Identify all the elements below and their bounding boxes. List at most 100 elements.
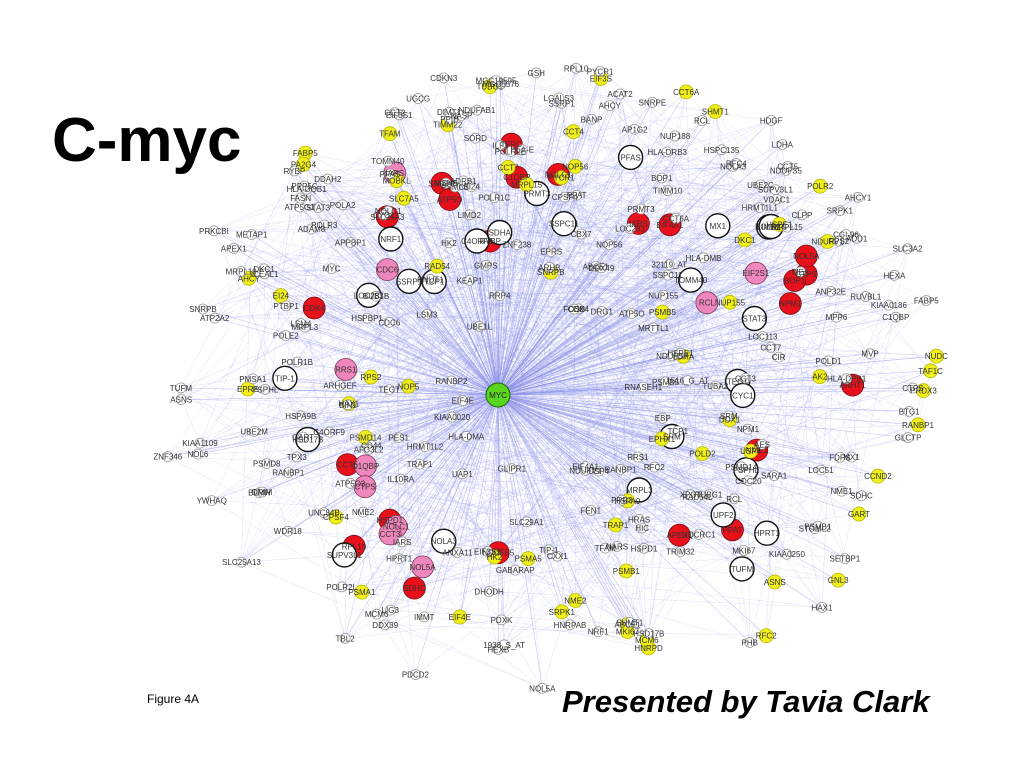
edge — [251, 138, 476, 235]
edge — [526, 224, 780, 522]
edge — [590, 135, 676, 511]
edge — [370, 376, 420, 465]
white-node — [678, 267, 704, 293]
edge — [459, 83, 502, 618]
edge — [296, 456, 549, 550]
node-label: HSPE1 — [766, 220, 793, 229]
edge-to-hub — [497, 381, 666, 396]
yellow-node — [568, 593, 583, 608]
edge — [297, 226, 769, 363]
red-node — [402, 576, 426, 600]
small-node — [570, 62, 582, 74]
edge-to-hub — [285, 335, 499, 396]
small-node — [851, 232, 863, 244]
edge-to-hub — [497, 163, 737, 396]
edge — [202, 193, 537, 310]
edge — [181, 399, 910, 412]
edge — [402, 541, 549, 550]
edge — [479, 326, 913, 389]
edge-to-hub — [497, 239, 746, 396]
white-node — [331, 542, 358, 568]
small-node — [730, 158, 742, 169]
edge — [286, 305, 763, 337]
node-label: EIF3S9 — [474, 547, 501, 556]
small-node — [492, 644, 504, 655]
small-node — [326, 263, 337, 275]
node-label: NOLC1 — [383, 522, 410, 531]
node-label: ATP5O — [437, 196, 463, 205]
small-node — [545, 246, 557, 258]
node-label: CCT7 — [498, 163, 519, 172]
pink-node — [378, 522, 402, 546]
small-node — [902, 432, 914, 443]
edge — [284, 322, 390, 379]
node-label: GART — [848, 510, 870, 519]
small-node — [511, 239, 523, 251]
node-label: RCL — [699, 299, 716, 308]
edge — [266, 463, 288, 532]
node-label: TUFM — [170, 384, 193, 393]
small-node — [175, 394, 187, 405]
edge — [265, 389, 821, 471]
edge — [522, 149, 746, 379]
small-node — [396, 536, 408, 548]
yellow-node — [519, 176, 534, 192]
edge — [402, 395, 743, 543]
edge-to-hub — [497, 347, 771, 396]
edge — [261, 177, 662, 493]
edge-to-hub — [497, 394, 698, 498]
node-label: SSPC11 — [549, 220, 580, 229]
edge — [662, 311, 749, 430]
node-label: 1516_G_AT — [666, 377, 709, 386]
edge-to-hub — [344, 394, 499, 639]
edge — [451, 93, 621, 382]
yellow-node — [554, 170, 569, 186]
node-label: STAT3 — [743, 315, 767, 324]
edge — [399, 437, 909, 559]
edge — [639, 489, 823, 608]
edge — [687, 280, 795, 381]
edge — [389, 450, 751, 521]
node-label: TEGT — [727, 377, 748, 386]
node-label: ANXA11 — [442, 549, 473, 558]
edge — [498, 207, 760, 553]
node-label: FOSB — [563, 305, 585, 314]
edge — [389, 177, 662, 323]
node-label: PMSA1 — [239, 375, 267, 384]
node-label: TFAM — [379, 130, 401, 139]
edge — [284, 198, 404, 379]
node-label: MRPL3 — [291, 323, 318, 332]
node-label: SRPK1 — [549, 608, 576, 617]
node-label: PRR3 — [611, 496, 633, 505]
edge-to-hub — [390, 394, 499, 611]
edge-to-hub — [497, 316, 896, 396]
edge — [341, 378, 847, 588]
small-node — [670, 212, 682, 224]
edge — [350, 242, 453, 418]
small-node — [633, 514, 645, 525]
edge — [304, 185, 831, 292]
edge — [461, 115, 734, 167]
edge-to-hub — [497, 267, 602, 396]
node-label: NOL5A — [529, 684, 556, 693]
edge — [314, 145, 501, 309]
node-label: DDX49 — [589, 264, 615, 273]
edge — [742, 238, 857, 396]
edge — [339, 385, 586, 471]
edge — [447, 124, 470, 215]
edge-to-hub — [497, 394, 763, 445]
small-node — [451, 547, 463, 558]
edge — [462, 436, 467, 474]
edge-to-hub — [375, 295, 499, 396]
node-label: NPM1 — [779, 300, 802, 309]
edge — [527, 257, 704, 559]
edge — [680, 353, 698, 498]
small-node — [490, 75, 502, 86]
node-label: CXX1 — [547, 552, 568, 561]
small-node — [795, 266, 806, 278]
node-label: ATP2A2 — [200, 314, 230, 323]
edge — [329, 183, 447, 433]
edge — [504, 280, 691, 645]
edge-to-hub — [294, 170, 499, 396]
small-node — [624, 222, 636, 234]
